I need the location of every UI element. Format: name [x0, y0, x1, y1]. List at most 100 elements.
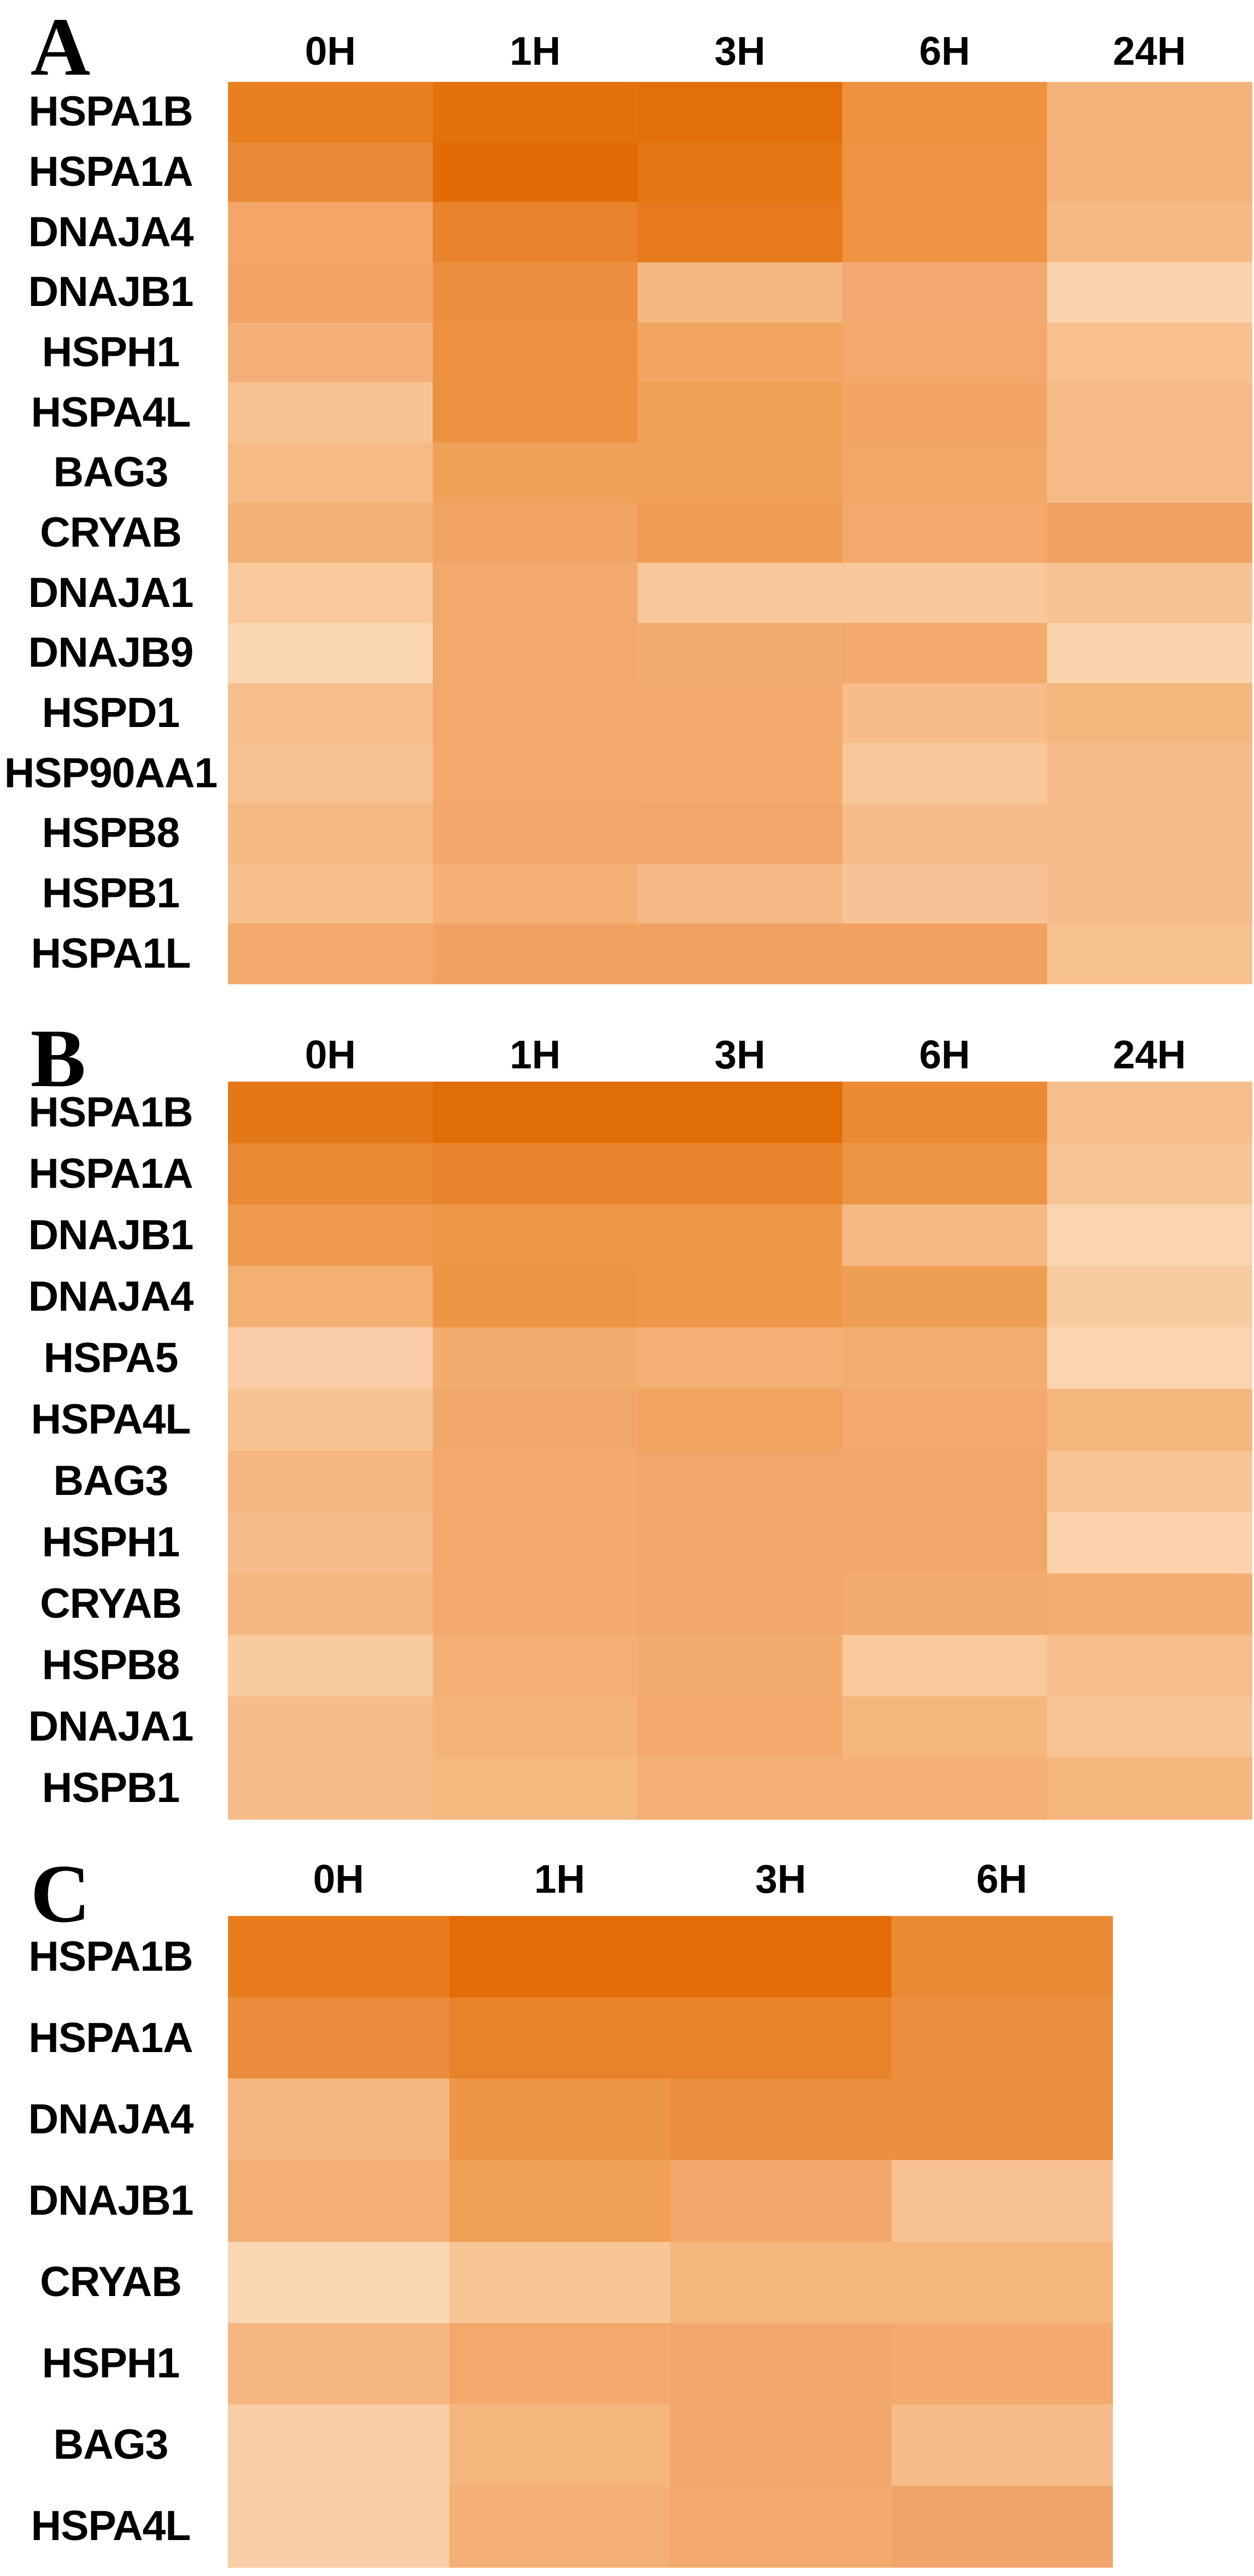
heatmap-cell-c-dnajb1-6h [891, 2160, 1113, 2242]
column-header-3h-panel-a: 3H [714, 29, 766, 74]
heatmap-cell-a-hspa1l-24h [1047, 923, 1252, 984]
heatmap-cell-b-hspb8-1h [433, 1634, 638, 1697]
heatmap-cell-a-hspb1-0h [228, 863, 433, 924]
column-header-0h-panel-c: 0H [313, 1857, 364, 1902]
heatmap-cell-b-hspb1-1h [433, 1757, 638, 1820]
heatmap-cell-b-bag3-3h [638, 1450, 843, 1513]
heatmap-cell-c-dnaja4-6h [891, 2079, 1113, 2160]
heatmap-cell-a-cryab-0h [228, 502, 433, 563]
heatmap-cell-c-hsph1-0h [228, 2323, 450, 2405]
heatmap-cell-c-hspa4l-6h [891, 2485, 1113, 2568]
heatmap-cell-a-dnajb1-3h [638, 262, 843, 323]
heatmap-cell-a-hsp90aa1-24h [1047, 743, 1252, 804]
heatmap-cell-b-bag3-1h [433, 1450, 638, 1513]
row-label-hspb1-panel-a: HSPB1 [42, 870, 180, 917]
row-label-dnajb1-panel-a: DNAJB1 [28, 268, 194, 316]
row-label-hspa5-panel-b: HSPA5 [43, 1334, 179, 1382]
heatmap-cell-a-hspa1b-24h [1047, 82, 1252, 143]
heatmap-cell-a-bag3-0h [228, 443, 433, 503]
heatmap-cell-a-cryab-3h [638, 502, 843, 563]
heatmap-cell-c-bag3-0h [228, 2404, 450, 2486]
heatmap-cell-b-hspa5-24h [1047, 1327, 1252, 1389]
column-header-0h-panel-a: 0H [304, 29, 356, 74]
heatmap-cell-b-hspb8-24h [1047, 1634, 1252, 1697]
heatmap-cell-a-cryab-1h [433, 502, 638, 563]
row-label-hspa1l-panel-a: HSPA1L [30, 929, 191, 977]
heatmap-cell-b-hspa5-3h [638, 1327, 843, 1389]
column-header-1h-panel-a: 1H [509, 29, 561, 74]
heatmap-cell-b-bag3-0h [228, 1450, 433, 1513]
column-header-6h-panel-c: 6H [976, 1857, 1028, 1902]
heatmap-cell-b-bag3-6h [842, 1450, 1048, 1513]
heatmap-cell-a-hspa4l-0h [228, 382, 433, 443]
heatmap-cell-b-dnaja1-1h [433, 1696, 638, 1758]
heatmap-cell-a-dnajb1-1h [433, 262, 638, 323]
heatmap-cell-b-hspa4l-24h [1047, 1389, 1252, 1451]
panel-a-letter: A [30, 1, 91, 93]
heatmap-cell-a-hspa1l-6h [842, 923, 1048, 984]
row-label-dnajb1-panel-c: DNAJB1 [28, 2177, 194, 2224]
row-label-dnaja1-panel-a: DNAJA1 [28, 569, 194, 616]
heatmap-cell-b-dnaja1-0h [228, 1696, 433, 1758]
heatmap-cell-a-hspb8-6h [842, 803, 1048, 864]
heatmap-cell-c-dnaja4-1h [449, 2079, 671, 2160]
heatmap-cell-c-hspa1a-0h [228, 1997, 450, 2079]
heatmap-cell-b-bag3-24h [1047, 1450, 1252, 1513]
heatmap-cell-a-hspa1b-6h [842, 82, 1048, 143]
heatmap-cell-a-dnaja4-3h [638, 202, 843, 263]
heatmap-cell-a-hspd1-0h [228, 683, 433, 744]
heatmap-cell-c-hspa1a-3h [670, 1997, 892, 2079]
row-label-dnaja4-panel-b: DNAJA4 [28, 1273, 194, 1320]
heatmap-cell-b-dnaja1-3h [638, 1696, 843, 1758]
heatmap-cell-a-hspd1-1h [433, 683, 638, 744]
heatmap-cell-b-hsph1-0h [228, 1512, 433, 1574]
heatmap-cell-a-hspd1-24h [1047, 683, 1252, 744]
heatmap-cell-a-hsph1-6h [842, 322, 1048, 383]
row-label-hspa1a-panel-c: HSPA1A [28, 2014, 194, 2061]
row-label-hspa1b-panel-a: HSPA1B [28, 88, 194, 136]
row-label-dnajb9-panel-a: DNAJB9 [28, 629, 194, 677]
row-label-bag3-panel-a: BAG3 [53, 449, 168, 496]
row-label-hspa4l-panel-b: HSPA4L [30, 1395, 191, 1443]
heatmap-cell-b-cryab-3h [638, 1573, 843, 1635]
heatmap-cell-b-hspa4l-1h [433, 1389, 638, 1451]
column-header-3h-panel-b: 3H [714, 1033, 766, 1077]
heatmap-cell-c-dnajb1-3h [670, 2160, 892, 2242]
heatmap-cell-b-dnajb1-0h [228, 1204, 433, 1266]
heatmap-cell-c-bag3-3h [670, 2404, 892, 2486]
heatmap-cell-b-hspa4l-0h [228, 1389, 433, 1451]
heatmap-cell-c-hspa1b-6h [891, 1916, 1113, 1998]
heatmap-cell-b-dnajb1-1h [433, 1204, 638, 1266]
column-header-3h-panel-c: 3H [755, 1857, 806, 1902]
heatmap-cell-a-dnajb9-3h [638, 623, 843, 684]
heatmap-cell-c-dnaja4-0h [228, 2079, 450, 2160]
heatmap-cell-a-hspa1l-3h [638, 923, 843, 984]
heatmap-cell-c-hsph1-6h [891, 2323, 1113, 2405]
heatmap-cell-a-hspb8-1h [433, 803, 638, 864]
heatmap-cell-a-hspb8-3h [638, 803, 843, 864]
heatmap-cell-b-dnaja4-3h [638, 1266, 843, 1328]
heatmap-cell-b-dnaja4-0h [228, 1266, 433, 1328]
row-label-dnajb1-panel-b: DNAJB1 [28, 1211, 194, 1259]
heatmap-cell-a-hspa1l-1h [433, 923, 638, 984]
heatmap-cell-b-hspa1b-1h [433, 1082, 638, 1144]
heatmap-cell-c-hspa1a-6h [891, 1997, 1113, 2079]
heatmap-cell-a-dnajb9-24h [1047, 623, 1252, 684]
heatmap-cell-b-hspb1-6h [842, 1757, 1048, 1820]
heatmap-cell-a-bag3-3h [638, 443, 843, 503]
heatmap-cell-b-hspb8-0h [228, 1634, 433, 1697]
heatmap-cell-b-hspb1-24h [1047, 1757, 1252, 1820]
heatmap-cell-b-hspb1-3h [638, 1757, 843, 1820]
heatmap-cell-a-dnaja1-0h [228, 563, 433, 624]
heatmap-cell-a-hspb1-24h [1047, 863, 1252, 924]
heatmap-cell-b-cryab-24h [1047, 1573, 1252, 1635]
heatmap-cell-c-hspa4l-1h [449, 2485, 671, 2568]
heatmap-cell-a-dnaja4-0h [228, 202, 433, 263]
column-header-0h-panel-b: 0H [304, 1033, 356, 1077]
heatmap-cell-b-dnaja1-6h [842, 1696, 1048, 1758]
heatmap-cell-a-dnajb9-0h [228, 623, 433, 684]
heatmap-cell-a-bag3-6h [842, 443, 1048, 503]
heatmap-cell-b-hspa1b-24h [1047, 1082, 1252, 1144]
heatmap-cell-a-hspa4l-6h [842, 382, 1048, 443]
